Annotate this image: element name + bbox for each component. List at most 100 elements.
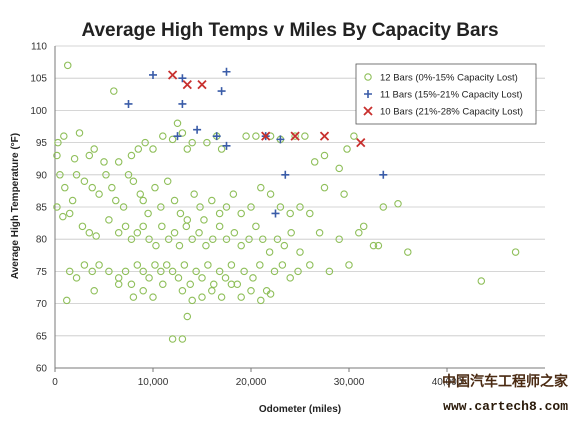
data-point (65, 267, 74, 276)
data-point (355, 229, 363, 237)
data-point (139, 222, 147, 231)
y-tick-label: 105 (30, 74, 47, 85)
data-point (139, 196, 147, 205)
data-point (198, 274, 206, 282)
x-tick-label: 30,000 (334, 377, 365, 388)
data-point (59, 212, 67, 221)
data-point (286, 209, 294, 218)
data-point (70, 154, 79, 163)
data-point (276, 203, 285, 211)
data-point (100, 158, 108, 166)
data-point (72, 274, 81, 282)
data-point (105, 216, 113, 224)
data-point (127, 235, 136, 243)
data-point (121, 267, 130, 276)
data-point (242, 132, 250, 140)
legend-marker (363, 106, 373, 116)
data-point (222, 141, 231, 150)
data-point (63, 61, 72, 70)
y-tick-label: 70 (36, 299, 48, 310)
data-point (196, 203, 204, 211)
data-point (222, 235, 231, 243)
data-point (54, 138, 62, 147)
data-point (266, 190, 275, 198)
data-point (170, 229, 179, 237)
data-point (60, 132, 68, 140)
data-point (134, 145, 143, 153)
data-point (102, 171, 110, 179)
data-point (114, 280, 123, 289)
data-point (149, 145, 157, 153)
data-point (129, 293, 138, 301)
data-point (511, 248, 520, 256)
data-point (133, 261, 142, 269)
data-point (271, 209, 280, 218)
series-1 (53, 61, 520, 343)
data-point (144, 209, 152, 218)
data-point (182, 222, 191, 231)
data-point (237, 241, 245, 250)
data-point (257, 296, 265, 305)
data-point (183, 312, 192, 321)
data-point (178, 129, 187, 137)
watermark: 中国汽车工程师之家 www.cartech8.com (442, 373, 569, 414)
data-point (221, 274, 230, 282)
data-point (133, 229, 142, 237)
data-point (286, 274, 294, 282)
data-point (404, 248, 412, 256)
data-points (53, 61, 520, 343)
data-point (280, 241, 289, 250)
data-point (68, 196, 77, 205)
data-point (175, 241, 184, 250)
data-point (65, 209, 74, 218)
data-point (230, 229, 239, 237)
data-point (202, 241, 210, 250)
data-point (139, 286, 147, 295)
data-point (90, 286, 98, 295)
data-point (145, 274, 153, 282)
y-axis-title: Average High Temperature (°F) (10, 133, 21, 279)
data-point (163, 177, 172, 185)
data-point (287, 229, 295, 237)
data-point (124, 171, 133, 179)
data-point (247, 203, 255, 211)
data-point (152, 241, 160, 250)
data-point (394, 200, 402, 208)
data-point (237, 209, 245, 218)
data-point (252, 222, 260, 231)
data-point (217, 87, 226, 96)
data-point (170, 196, 179, 205)
data-point (306, 209, 314, 218)
legend-marker (364, 90, 372, 98)
legend-label: 11 Bars (15%-21% Capacity Lost) (380, 90, 522, 101)
x-tick-label: 20,000 (236, 377, 267, 388)
data-point (374, 241, 383, 250)
data-point (320, 183, 329, 192)
x-tick-label: 40,000 (432, 377, 463, 388)
data-point (200, 216, 208, 224)
data-point (173, 119, 182, 128)
data-point (78, 222, 87, 231)
data-point (75, 129, 84, 137)
data-point (350, 132, 358, 140)
data-point (92, 232, 100, 240)
data-point (85, 151, 94, 160)
data-point (340, 190, 348, 198)
data-point (168, 335, 177, 343)
legend-label: 12 Bars (0%-15% Capacity Lost) (380, 73, 518, 84)
data-point (215, 209, 224, 218)
data-point (105, 267, 113, 276)
data-point (168, 135, 177, 144)
chart-title: Average High Temps v Miles By Capacity B… (81, 20, 498, 41)
data-point (273, 235, 282, 243)
data-point (114, 158, 123, 166)
data-point (291, 132, 299, 140)
data-point (229, 190, 238, 198)
data-point (210, 280, 218, 289)
data-point (145, 235, 153, 243)
data-point (95, 190, 103, 198)
data-point (477, 277, 486, 285)
series-3 (167, 70, 366, 148)
data-point (204, 261, 212, 269)
data-point (301, 132, 309, 140)
